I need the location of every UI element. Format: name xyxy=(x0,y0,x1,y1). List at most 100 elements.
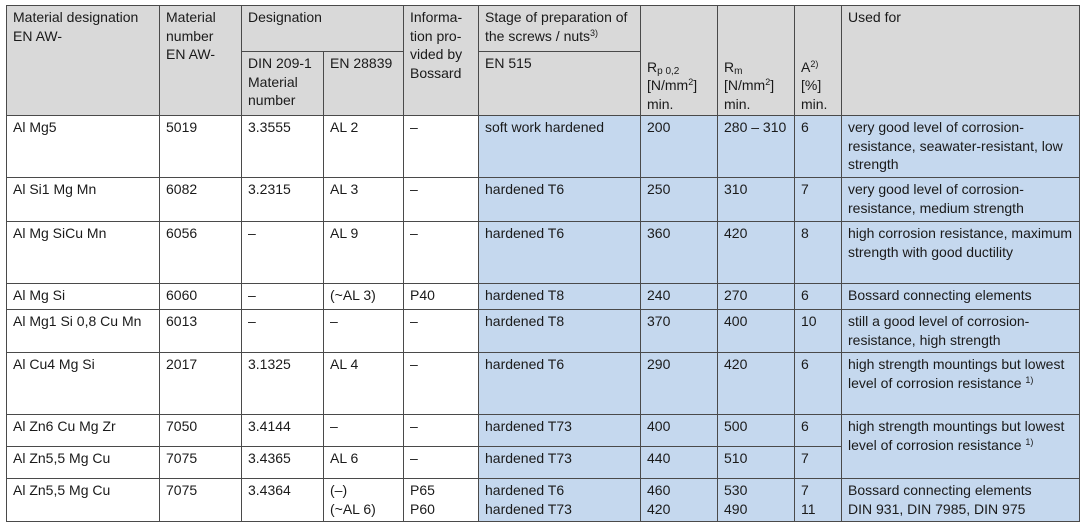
rp-min: min. xyxy=(647,95,674,112)
rm-unit-end: ] xyxy=(770,77,775,93)
rm-unit-sup: 2 xyxy=(765,77,771,87)
rp-unit-end: ] xyxy=(693,77,698,93)
cell-en28839: (–) (~AL 6) xyxy=(323,478,404,522)
cell-en28839: AL 2 xyxy=(323,115,404,178)
a-symbol: A xyxy=(801,58,811,75)
cell-designation: Al Mg Si xyxy=(6,283,160,310)
rp-unit: [N/mm xyxy=(647,77,689,93)
col-header-en515: EN 515 xyxy=(478,51,641,116)
cell-rp: 460 420 xyxy=(640,478,718,522)
table-row: Al Mg1 Si 0,8 Cu Mn 6013 – – – hardened … xyxy=(6,309,1080,353)
cell-a: 7 xyxy=(794,446,842,479)
info-line-1: P65 xyxy=(410,482,435,498)
col-header-stage: Stage of preparation of the screws / nut… xyxy=(478,5,641,52)
cell-used-for: very good level of corrosion-resistance,… xyxy=(841,177,1080,222)
cell-din: – xyxy=(241,283,324,310)
cell-rp: 290 xyxy=(640,352,718,415)
col-header-material-designation: Material designation EN AW- xyxy=(6,5,160,116)
col-header-rp: Rp 0,2 [N/mm2] min. xyxy=(640,5,718,116)
header-text: Used for xyxy=(848,9,901,25)
cell-number: 6056 xyxy=(159,221,242,284)
table-row: Al Mg Si 6060 – (~AL 3) P40 hardened T8 … xyxy=(6,283,1080,310)
col-header-rm: Rm [N/mm2] min. xyxy=(717,5,795,116)
cell-info: P40 xyxy=(403,283,479,310)
cell-stage: hardened T8 xyxy=(478,309,641,353)
used-line-2: DIN 931, DIN 7985, DIN 975 xyxy=(848,500,1026,517)
col-header-designation: Designation xyxy=(241,5,404,52)
a-unit: [%] xyxy=(801,77,822,93)
cell-a: 6 xyxy=(794,283,842,310)
cell-info: – xyxy=(403,352,479,415)
used-for-text: high strength mountings but lowest level… xyxy=(848,418,1065,453)
table-row: Al Cu4 Mg Si 2017 3.1325 AL 4 – hardened… xyxy=(6,352,1080,415)
header-text: Material number EN AW- xyxy=(166,9,216,62)
table-row: Al Si1 Mg Mn 6082 3.2315 AL 3 – hardened… xyxy=(6,177,1080,222)
footnote-ref: 3) xyxy=(590,27,599,38)
used-line-1: Bossard connecting elements xyxy=(848,482,1032,498)
col-header-a: A2) [%] min. xyxy=(794,5,842,116)
cell-a: 7 xyxy=(794,177,842,222)
cell-din: 3.4365 xyxy=(241,446,324,479)
cell-stage: hardened T6 xyxy=(478,221,641,284)
header-text: Informa-tion pro-vided by Bossard xyxy=(410,9,463,81)
cell-number: 7075 xyxy=(159,478,242,522)
cell-number: 6082 xyxy=(159,177,242,222)
cell-rp: 360 xyxy=(640,221,718,284)
cell-info: – xyxy=(403,309,479,353)
table-row: Al Zn6 Cu Mg Zr 7050 3.4144 – – hardened… xyxy=(6,414,1080,479)
rm-symbol: R xyxy=(724,58,735,75)
header-text: EN 515 xyxy=(485,55,532,71)
cell-rm: 530 490 xyxy=(717,478,795,522)
cell-rm: 280 – 310 xyxy=(717,115,795,178)
stage-line-2: hardened T73 xyxy=(485,500,572,517)
cell-stage: hardened T6 hardened T73 xyxy=(478,478,641,522)
cell-din: 3.4144 xyxy=(241,414,324,447)
cell-en28839: – xyxy=(323,414,404,447)
col-header-en28839: EN 28839 xyxy=(323,51,404,116)
cell-rp: 440 xyxy=(640,446,718,479)
cell-a: 6 xyxy=(794,352,842,415)
cell-info: – xyxy=(403,414,479,447)
cell-rp: 400 xyxy=(640,414,718,447)
cell-number: 6013 xyxy=(159,309,242,353)
table-row: Al Mg5 5019 3.3555 AL 2 – soft work hard… xyxy=(6,115,1080,178)
rm-min: min. xyxy=(724,95,751,112)
cell-used-for: very good level of corrosion-resistance,… xyxy=(841,115,1080,178)
header-text: Material designation EN AW- xyxy=(13,9,139,44)
cell-a: 6 xyxy=(794,414,842,447)
cell-used-for: still a good level of corrosion-resistan… xyxy=(841,309,1080,353)
rp-subscript: p 0,2 xyxy=(657,65,680,77)
cell-info: – xyxy=(403,221,479,284)
cell-info: – xyxy=(403,177,479,222)
table-header: Material designation EN AW- Material num… xyxy=(6,5,1080,116)
info-line-2: P60 xyxy=(410,500,435,517)
cell-info: – xyxy=(403,115,479,178)
cell-en28839: AL 6 xyxy=(323,446,404,479)
cell-info: – xyxy=(403,446,479,479)
cell-en28839: AL 4 xyxy=(323,352,404,415)
cell-used-for: high strength mountings but lowest level… xyxy=(841,352,1080,415)
cell-rp: 370 xyxy=(640,309,718,353)
cell-rp: 250 xyxy=(640,177,718,222)
cell-rm: 310 xyxy=(717,177,795,222)
en28839-line-2: (~AL 6) xyxy=(330,500,376,517)
rp-unit-sup: 2 xyxy=(688,77,694,87)
cell-designation: Al Mg SiCu Mn xyxy=(6,221,160,284)
rm-unit: [N/mm xyxy=(724,77,766,93)
cell-number: 7050 xyxy=(159,414,242,447)
a-min: min. xyxy=(801,95,828,112)
cell-used-for: Bossard connecting elements DIN 931, DIN … xyxy=(841,478,1080,522)
used-for-text: high strength mountings but lowest level… xyxy=(848,356,1065,391)
cell-a: 10 xyxy=(794,309,842,353)
cell-rp: 200 xyxy=(640,115,718,178)
col-header-used-for: Used for xyxy=(841,5,1080,116)
cell-din: – xyxy=(241,221,324,284)
cell-din: 3.2315 xyxy=(241,177,324,222)
footnote-ref: 1) xyxy=(1025,374,1034,385)
col-header-material-number: Material number EN AW- xyxy=(159,5,242,116)
a-line-1: 7 xyxy=(801,482,809,498)
cell-designation: Al Cu4 Mg Si xyxy=(6,352,160,415)
col-header-din209: DIN 209-1 Material number xyxy=(241,51,324,116)
rm-subscript: m xyxy=(734,65,743,77)
cell-rm: 420 xyxy=(717,352,795,415)
